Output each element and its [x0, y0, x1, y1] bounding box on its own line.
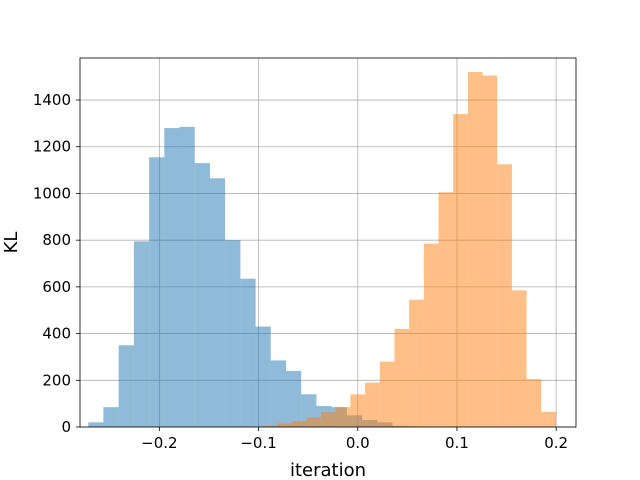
histogram-bar — [164, 128, 180, 427]
histogram-bars — [88, 72, 556, 428]
x-tick-label: −0.1 — [240, 434, 276, 452]
histogram-bar — [103, 407, 119, 427]
histogram-bar — [118, 345, 134, 427]
histogram-bar — [453, 114, 468, 428]
y-tick-label: 1200 — [33, 138, 71, 156]
histogram-bar — [291, 421, 307, 427]
x-tick-label: −0.2 — [141, 434, 177, 452]
histogram-bar — [240, 278, 256, 427]
histogram-bar — [194, 163, 210, 427]
histogram-bar — [438, 192, 454, 427]
histogram-bar — [306, 417, 322, 427]
histogram-bar — [270, 360, 287, 427]
y-tick-label: 0 — [61, 418, 71, 436]
histogram-bar — [350, 394, 366, 427]
histogram-series-1 — [88, 126, 423, 427]
x-tick-label: 0.2 — [544, 434, 568, 452]
histogram-bar — [467, 72, 483, 427]
histogram-bar — [541, 411, 556, 427]
histogram-bar — [423, 243, 439, 427]
histogram-bar — [321, 411, 336, 427]
plot-frame — [79, 57, 577, 428]
histogram-bar — [526, 379, 542, 427]
histogram-bar — [379, 361, 395, 427]
histogram-bar — [482, 75, 498, 428]
histogram-bar — [133, 241, 150, 427]
histogram-bar — [88, 422, 104, 427]
histogram-bar — [277, 423, 292, 427]
y-tick-label: 400 — [42, 325, 71, 343]
histogram-bar — [286, 370, 302, 427]
histogram-bar — [225, 240, 241, 427]
histogram-bar — [511, 290, 527, 427]
histogram-bar — [209, 178, 226, 427]
histogram-bar — [394, 328, 410, 427]
y-tick-label: 1400 — [33, 91, 71, 109]
histogram-bar — [497, 164, 512, 427]
axis-ticks: −0.2 −0.1 0.0 0.1 0.2 0 200 400 600 800 1000 1200 14… — [33, 91, 568, 452]
x-tick-label: 0.1 — [445, 434, 469, 452]
histogram-bar — [149, 157, 165, 427]
histogram-bar — [365, 382, 380, 427]
histogram-series-2 — [247, 72, 556, 428]
histogram-bar — [409, 299, 424, 427]
histogram-bar — [262, 425, 278, 427]
histogram-bar — [179, 126, 195, 427]
histogram-bar — [335, 407, 351, 427]
y-tick-label: 200 — [42, 371, 71, 389]
y-tick-label: 600 — [42, 278, 71, 296]
x-axis-label: iteration — [290, 460, 366, 480]
x-tick-label: 0.0 — [346, 434, 370, 452]
y-axis-label: KL — [1, 232, 22, 254]
histogram-bar — [255, 326, 271, 427]
y-tick-label: 1000 — [33, 184, 71, 202]
y-tick-label: 800 — [42, 231, 71, 249]
